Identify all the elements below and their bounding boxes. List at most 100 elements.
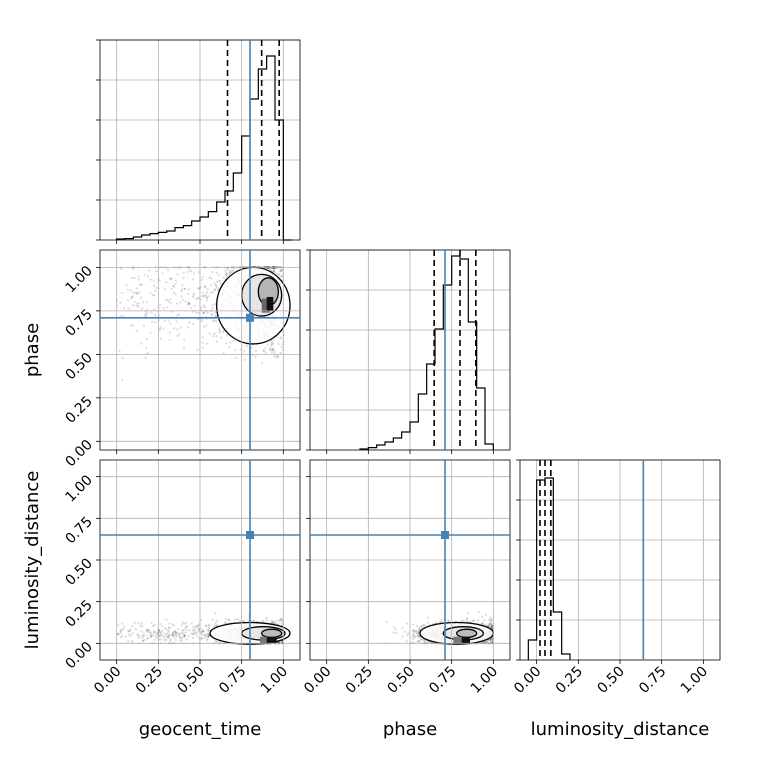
sample-point bbox=[160, 638, 163, 641]
sample-point bbox=[201, 336, 205, 339]
sample-point bbox=[180, 288, 184, 291]
sample-point bbox=[193, 630, 196, 633]
sample-point bbox=[164, 638, 168, 642]
sample-point bbox=[420, 625, 423, 628]
sample-point bbox=[172, 634, 175, 638]
sample-point bbox=[122, 627, 125, 631]
sample-point bbox=[466, 612, 469, 615]
xtick-label: 0.75 bbox=[216, 664, 249, 697]
sample-point bbox=[146, 628, 149, 631]
sample-point bbox=[178, 313, 181, 316]
sample-point bbox=[193, 631, 197, 634]
sample-point bbox=[146, 308, 149, 311]
hist-luminosity-distance: 0.00 0.25 0.50 0.75 1.00 bbox=[511, 459, 721, 697]
sample-point bbox=[192, 633, 195, 636]
sample-point bbox=[252, 620, 256, 623]
sample-point bbox=[138, 291, 141, 294]
sample-point bbox=[214, 314, 217, 318]
sample-point bbox=[174, 282, 177, 286]
sample-point bbox=[165, 627, 168, 631]
sample-point bbox=[139, 283, 142, 286]
sample-point bbox=[167, 319, 170, 322]
sample-point bbox=[200, 306, 203, 309]
sample-point bbox=[166, 306, 169, 309]
sample-point bbox=[188, 321, 191, 324]
sample-point bbox=[201, 633, 204, 636]
sample-point bbox=[487, 624, 491, 627]
sample-point bbox=[413, 629, 416, 632]
sample-point bbox=[169, 298, 172, 301]
sample-point bbox=[211, 313, 214, 316]
sample-point bbox=[149, 635, 153, 638]
sample-point bbox=[185, 625, 188, 628]
scatter-geocent-phase: 0.00 0.25 0.50 0.75 1.00 bbox=[62, 249, 301, 470]
sample-point bbox=[217, 289, 220, 292]
sample-point bbox=[200, 320, 203, 323]
sample-point bbox=[417, 630, 420, 633]
sample-point bbox=[119, 301, 122, 304]
sample-point bbox=[149, 631, 152, 634]
sample-point bbox=[135, 304, 138, 307]
sample-point bbox=[211, 618, 214, 621]
sample-point bbox=[195, 298, 198, 301]
sample-point bbox=[489, 623, 492, 626]
sample-point bbox=[153, 623, 156, 627]
sample-point bbox=[268, 348, 271, 351]
sample-point bbox=[150, 636, 153, 639]
sample-point bbox=[144, 313, 147, 316]
sample-point bbox=[477, 610, 480, 614]
sample-point bbox=[183, 287, 186, 291]
sample-point bbox=[147, 628, 150, 632]
sample-point bbox=[129, 634, 132, 637]
sample-point bbox=[142, 301, 145, 304]
sample-point bbox=[202, 294, 205, 297]
sample-point bbox=[127, 299, 130, 302]
sample-point bbox=[224, 269, 227, 272]
truth-marker bbox=[441, 531, 449, 539]
sample-point bbox=[144, 634, 147, 637]
sample-point bbox=[489, 625, 492, 629]
xlabel-phase: phase bbox=[383, 719, 437, 740]
sample-point bbox=[184, 300, 187, 303]
sample-point bbox=[222, 330, 225, 334]
sample-point bbox=[242, 620, 245, 623]
sample-point bbox=[187, 302, 190, 305]
xlabel-luminosity-distance: luminosity_distance bbox=[531, 719, 710, 740]
sample-point bbox=[215, 271, 218, 274]
sample-point bbox=[412, 637, 415, 641]
sample-point bbox=[195, 633, 198, 636]
sample-point bbox=[281, 275, 284, 278]
sample-point bbox=[184, 621, 188, 625]
density-pixel bbox=[266, 636, 277, 644]
sample-point bbox=[434, 621, 437, 624]
sample-point bbox=[123, 625, 126, 628]
sample-point bbox=[136, 633, 139, 636]
sample-point bbox=[160, 631, 163, 635]
sample-point bbox=[180, 295, 183, 298]
sample-point bbox=[416, 635, 419, 638]
sample-point bbox=[279, 618, 282, 622]
xtick-label: 0.50 bbox=[174, 664, 207, 697]
sample-point bbox=[277, 274, 280, 277]
sample-point bbox=[191, 629, 194, 632]
sample-point bbox=[218, 331, 221, 334]
sample-point bbox=[137, 278, 140, 281]
sample-point bbox=[117, 624, 120, 627]
sample-point bbox=[439, 620, 442, 623]
sample-point bbox=[206, 639, 209, 642]
sample-point bbox=[207, 634, 211, 638]
sample-point bbox=[194, 624, 197, 628]
sample-point bbox=[225, 273, 228, 276]
sample-point bbox=[132, 291, 135, 294]
sample-point bbox=[147, 631, 150, 634]
sample-point bbox=[153, 294, 156, 297]
sample-point bbox=[245, 344, 248, 348]
sample-point bbox=[413, 630, 417, 633]
sample-point bbox=[146, 275, 150, 278]
sample-point bbox=[137, 636, 140, 639]
sample-point bbox=[127, 640, 130, 643]
sample-point bbox=[264, 346, 267, 349]
sample-point bbox=[419, 638, 422, 641]
sample-point bbox=[202, 311, 205, 314]
sample-point bbox=[158, 631, 161, 634]
